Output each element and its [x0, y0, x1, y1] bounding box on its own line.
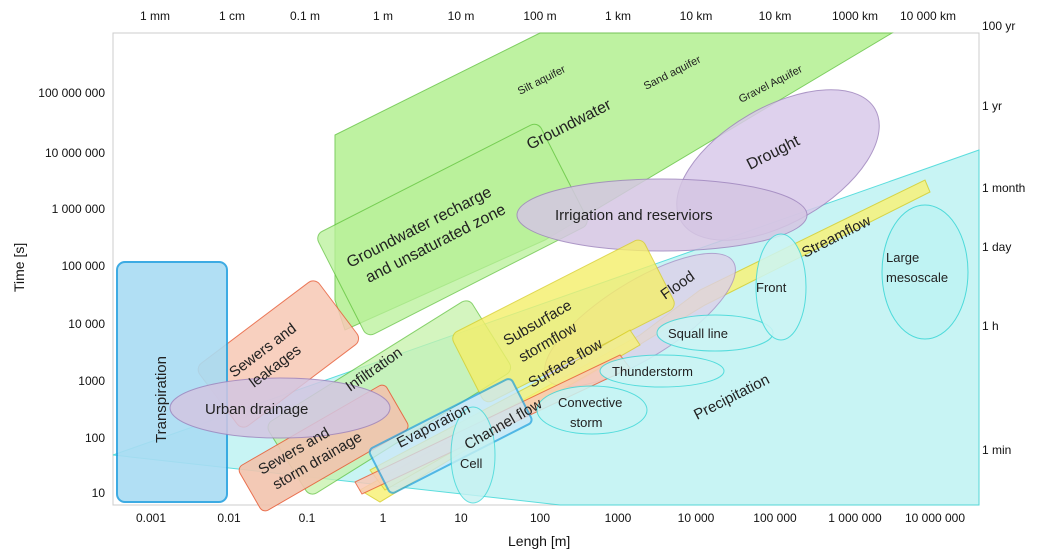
- top-tick-label: 0.1 m: [290, 9, 320, 23]
- right-tick-label: 1 h: [982, 319, 999, 333]
- cell-label: Cell: [460, 456, 483, 471]
- x-tick-label: 10 000: [678, 511, 715, 525]
- x-tick-label: 100: [530, 511, 550, 525]
- front-label: Front: [756, 280, 787, 295]
- squall-label: Squall line: [668, 326, 728, 341]
- y-tick-label: 100: [85, 431, 105, 445]
- x-tick-label: 0.01: [217, 511, 241, 525]
- right-tick-label: 1 yr: [982, 99, 1002, 113]
- y-tick-label: 100 000: [62, 259, 106, 273]
- transpiration-label: Transpiration: [153, 356, 170, 443]
- x-tick-label: 1000: [605, 511, 632, 525]
- x-tick-label: 0.001: [136, 511, 166, 525]
- thunderstorm-label: Thunderstorm: [612, 364, 693, 379]
- front-ellipse: [755, 233, 807, 341]
- large-mesoscale-ellipse: [881, 204, 969, 340]
- x-tick-label: 100 000: [753, 511, 797, 525]
- subsurface-box: [452, 239, 675, 403]
- x-axis-ticks: 0.001 0.01 0.1 1 10 100 1000 10 000 100 000 1 000…: [136, 511, 965, 525]
- right-tick-label: 1 min: [982, 443, 1011, 457]
- urban-drainage-label: Urban drainage: [205, 401, 308, 418]
- top-axis-ticks: 1 mm 1 cm 0.1 m 1 m 10 m 100 m 1 km 10 km 10 km 1…: [140, 9, 956, 23]
- y-axis-title: Time [s]: [11, 243, 27, 292]
- y-tick-label: 100 000 000: [38, 86, 105, 100]
- right-tick-label: 100 yr: [982, 19, 1015, 33]
- convective-label: Convective storm: [558, 395, 626, 430]
- right-tick-label: 1 day: [982, 240, 1011, 254]
- y-tick-label: 10: [92, 486, 106, 500]
- top-tick-label: 1 km: [605, 9, 631, 23]
- x-axis-title: Lengh [m]: [508, 533, 570, 549]
- thunderstorm-ellipse: [599, 354, 725, 388]
- large-mesoscale-label: Large mesoscale: [886, 250, 948, 285]
- top-tick-label: 10 000 km: [900, 9, 956, 23]
- cell-ellipse: [450, 406, 496, 504]
- transpiration-box: [116, 261, 228, 503]
- top-tick-label: 1000 km: [832, 9, 878, 23]
- y-tick-label: 10 000: [68, 317, 105, 331]
- right-tick-label: 1 month: [982, 181, 1025, 195]
- top-tick-label: 100 m: [523, 9, 556, 23]
- x-tick-label: 0.1: [299, 511, 316, 525]
- irrigation-label: Irrigation and reserviors: [555, 207, 713, 224]
- convective-ellipse: [536, 385, 648, 435]
- x-tick-label: 1: [380, 511, 387, 525]
- x-tick-label: 1 000 000: [828, 511, 882, 525]
- top-tick-label: 1 mm: [140, 9, 170, 23]
- right-axis-ticks: 100 yr 1 yr 1 month 1 day 1 h 1 min: [982, 19, 1025, 457]
- urban-drainage-ellipse: [169, 377, 391, 439]
- y-tick-label: 10 000 000: [45, 146, 105, 160]
- y-axis-ticks: 100 000 000 10 000 000 1 000 000 100 000 10 …: [38, 86, 105, 500]
- top-tick-label: 1 m: [373, 9, 393, 23]
- top-tick-label: 10 km: [759, 9, 792, 23]
- y-tick-label: 1 000 000: [52, 202, 106, 216]
- y-tick-label: 1000: [78, 374, 105, 388]
- groundwater-recharge-box: [317, 123, 588, 336]
- top-tick-label: 10 km: [680, 9, 713, 23]
- x-tick-label: 10 000 000: [905, 511, 965, 525]
- top-tick-label: 1 cm: [219, 9, 245, 23]
- x-tick-label: 10: [454, 511, 468, 525]
- top-tick-label: 10 m: [448, 9, 475, 23]
- irrigation-ellipse: [516, 178, 808, 252]
